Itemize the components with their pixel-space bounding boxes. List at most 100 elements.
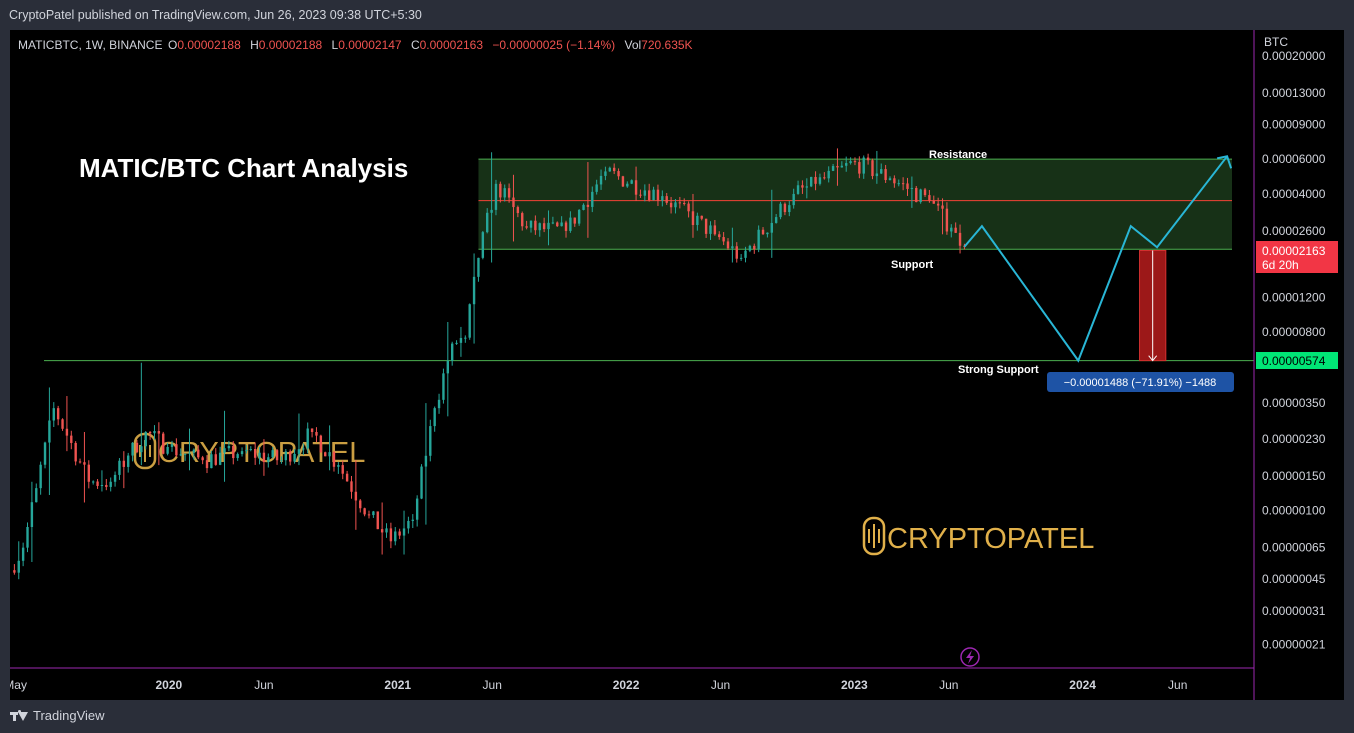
candle-body bbox=[617, 171, 620, 177]
candle-body bbox=[411, 519, 414, 521]
candle-body bbox=[486, 212, 489, 233]
candle-body bbox=[858, 162, 861, 174]
chart-frame[interactable]: CRYPTOPATEL CRYPTOPATEL MATICBTC, 1W, BI… bbox=[4, 30, 1344, 700]
legend-c-label: C bbox=[411, 38, 420, 52]
candle-body bbox=[792, 193, 795, 206]
candle-body bbox=[726, 241, 730, 249]
candle-body bbox=[639, 194, 642, 196]
cryptopatel-watermark-left: CRYPTOPATEL bbox=[133, 432, 365, 470]
candle-body bbox=[836, 166, 839, 168]
candle-body bbox=[958, 232, 962, 246]
time-axis[interactable]: May 2020 Jun 2021 Jun 2022 Jun 2023 Jun 2024 Jun bbox=[4, 678, 1187, 692]
candle-body bbox=[43, 442, 47, 465]
candle-body bbox=[188, 452, 191, 454]
candle-body bbox=[499, 183, 502, 198]
candle-body bbox=[324, 452, 327, 457]
candle-body bbox=[389, 528, 393, 542]
time-tick: Jun bbox=[1168, 678, 1187, 692]
candle-body bbox=[661, 196, 664, 201]
candle-body bbox=[21, 547, 25, 561]
candle-body bbox=[604, 171, 607, 176]
candle-body bbox=[805, 186, 809, 188]
price-tick: 0.00000800 bbox=[1262, 325, 1326, 339]
candle-body bbox=[407, 520, 410, 529]
candle-body bbox=[634, 180, 638, 195]
candle-body bbox=[722, 237, 725, 242]
candle-body bbox=[83, 462, 86, 465]
candle-body bbox=[359, 500, 362, 509]
candle-body bbox=[35, 488, 38, 503]
projection-path[interactable] bbox=[963, 155, 1228, 363]
candle-body bbox=[866, 157, 870, 161]
candle-body bbox=[652, 189, 655, 201]
candle-body bbox=[310, 428, 314, 432]
candle-body bbox=[394, 531, 397, 542]
time-tick: 2023 bbox=[841, 678, 868, 692]
legend-h-value: 0.00002188 bbox=[259, 38, 323, 52]
chart-title: MATIC/BTC Chart Analysis bbox=[79, 153, 408, 183]
candle-body bbox=[709, 225, 712, 234]
candle-body bbox=[757, 229, 760, 250]
candle-body bbox=[245, 449, 248, 452]
candle-body bbox=[586, 204, 590, 207]
candle-body bbox=[179, 454, 182, 456]
measure-label: −0.00001488 (−71.91%) −1488 bbox=[1064, 377, 1217, 389]
candle-body bbox=[100, 484, 104, 486]
price-axis[interactable]: BTC 0.00020000 0.00013000 0.00009000 0.0000… bbox=[1262, 35, 1326, 652]
candle-body bbox=[236, 454, 239, 459]
legend-l-value: 0.00002147 bbox=[338, 38, 402, 52]
chart-svg[interactable]: CRYPTOPATEL CRYPTOPATEL MATICBTC, 1W, BI… bbox=[4, 30, 1344, 700]
candle-body bbox=[814, 176, 817, 184]
candle-body bbox=[591, 191, 594, 207]
candle-body bbox=[893, 178, 896, 184]
candle-body bbox=[897, 183, 900, 185]
candle-body bbox=[315, 431, 318, 436]
candle-body bbox=[459, 337, 463, 343]
candle-body bbox=[481, 232, 485, 258]
candle-body bbox=[923, 189, 927, 196]
publisher-line: CryptoPatel published on TradingView.com… bbox=[9, 8, 422, 22]
candle-body bbox=[608, 167, 611, 172]
legend-c-value: 0.00002163 bbox=[420, 38, 484, 52]
strong-support-label: Strong Support bbox=[958, 364, 1039, 376]
candle-body bbox=[569, 217, 572, 231]
candle-body bbox=[376, 511, 379, 530]
candle-body bbox=[954, 227, 957, 233]
candle-body bbox=[424, 455, 428, 467]
candle-body bbox=[735, 246, 738, 259]
range-box[interactable] bbox=[478, 159, 1233, 250]
candle-body bbox=[293, 453, 296, 462]
candle-body bbox=[888, 178, 892, 181]
candle-body bbox=[884, 169, 887, 181]
strong-support-price-tag bbox=[1256, 352, 1338, 369]
candle-body bbox=[512, 197, 515, 208]
candle-body bbox=[253, 449, 257, 458]
candle-body bbox=[302, 448, 305, 450]
legend-l-label: L bbox=[332, 38, 339, 52]
lightning-icon[interactable] bbox=[960, 647, 980, 667]
candle-body bbox=[534, 220, 537, 231]
candle-body bbox=[319, 435, 323, 453]
candle-body bbox=[127, 455, 130, 467]
tradingview-logo[interactable]: TradingView bbox=[10, 708, 105, 723]
candle-body bbox=[849, 161, 852, 164]
candle-body bbox=[372, 511, 375, 516]
candle-body bbox=[748, 245, 752, 251]
candle-body bbox=[442, 373, 445, 400]
candle-body bbox=[766, 232, 769, 235]
candle-body bbox=[731, 246, 734, 249]
candle-body bbox=[284, 451, 288, 461]
support-label: Support bbox=[891, 259, 933, 271]
candle-body bbox=[74, 442, 77, 462]
candle-body bbox=[945, 208, 949, 232]
candle-body bbox=[52, 408, 55, 421]
candle-body bbox=[595, 184, 598, 192]
candle-body bbox=[144, 431, 147, 447]
candle-body bbox=[162, 433, 165, 454]
candle-body bbox=[258, 452, 261, 458]
candle-body bbox=[950, 227, 953, 232]
candle-body bbox=[306, 428, 309, 449]
candle-body bbox=[521, 213, 524, 227]
legend-symbol[interactable]: MATICBTC, 1W, BINANCE bbox=[18, 38, 162, 52]
candles-group bbox=[13, 148, 966, 580]
